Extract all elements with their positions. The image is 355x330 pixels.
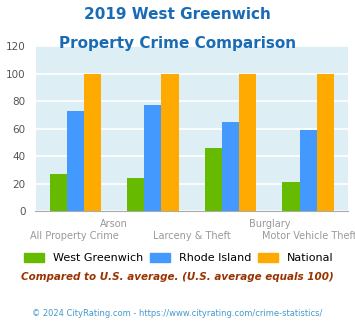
Bar: [239, 74, 256, 211]
Bar: [222, 122, 239, 211]
Text: Motor Vehicle Theft: Motor Vehicle Theft: [262, 231, 355, 241]
Bar: [50, 174, 67, 211]
Text: Property Crime Comparison: Property Crime Comparison: [59, 36, 296, 51]
Bar: [205, 148, 222, 211]
Bar: [317, 74, 334, 211]
Bar: [162, 74, 179, 211]
Text: Arson: Arson: [100, 219, 127, 229]
Text: Larceny & Theft: Larceny & Theft: [153, 231, 231, 241]
Bar: [283, 182, 300, 211]
Bar: [300, 130, 317, 211]
Text: Burglary: Burglary: [249, 219, 290, 229]
Text: All Property Crime: All Property Crime: [30, 231, 119, 241]
Bar: [144, 105, 162, 211]
Legend: West Greenwich, Rhode Island, National: West Greenwich, Rhode Island, National: [20, 248, 338, 268]
Text: Compared to U.S. average. (U.S. average equals 100): Compared to U.S. average. (U.S. average …: [21, 272, 334, 282]
Bar: [84, 74, 101, 211]
Text: © 2024 CityRating.com - https://www.cityrating.com/crime-statistics/: © 2024 CityRating.com - https://www.city…: [32, 309, 323, 317]
Bar: [67, 111, 84, 211]
Text: 2019 West Greenwich: 2019 West Greenwich: [84, 7, 271, 21]
Bar: [127, 178, 144, 211]
